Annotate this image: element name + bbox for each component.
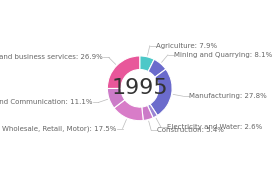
Wedge shape (114, 100, 143, 121)
Text: Construction: 5.4%: Construction: 5.4% (157, 128, 224, 134)
Wedge shape (107, 56, 140, 89)
Wedge shape (150, 69, 172, 116)
Text: Finance and business services: 26.9%: Finance and business services: 26.9% (0, 54, 103, 61)
Wedge shape (140, 56, 154, 72)
Text: Mining and Quarrying: 8.1%: Mining and Quarrying: 8.1% (174, 52, 272, 58)
Wedge shape (147, 104, 157, 118)
Text: Electricity and Water: 2.6%: Electricity and Water: 2.6% (167, 124, 262, 130)
Text: Manufacturing: 27.8%: Manufacturing: 27.8% (189, 93, 266, 99)
Text: 1995: 1995 (112, 78, 168, 98)
Text: Transport and Communication: 11.1%: Transport and Communication: 11.1% (0, 100, 93, 105)
Wedge shape (148, 59, 166, 77)
Text: Wholesale, Retail, Motor): 17.5%: Wholesale, Retail, Motor): 17.5% (2, 125, 117, 132)
Wedge shape (142, 105, 153, 121)
Wedge shape (107, 88, 125, 108)
Text: Agriculture: 7.9%: Agriculture: 7.9% (156, 43, 217, 49)
